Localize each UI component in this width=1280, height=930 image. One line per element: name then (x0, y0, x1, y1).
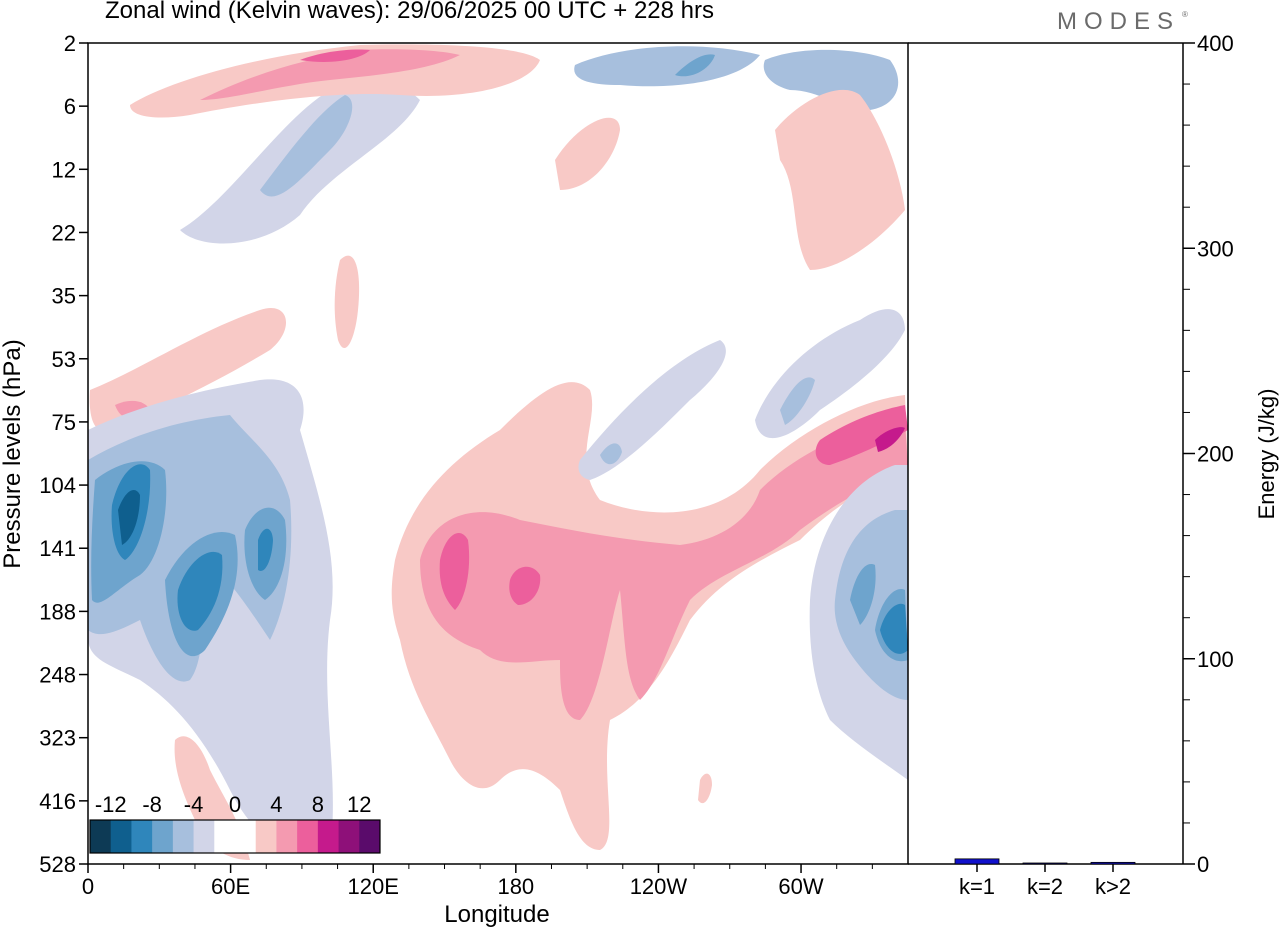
contour-pos-right-band (815, 405, 908, 465)
contour-pos-upper-band-2 (200, 49, 460, 100)
x-tick-label: 180 (497, 874, 534, 899)
contour-pos-right-upper (775, 89, 905, 271)
contour-pos-main-3 (439, 532, 470, 610)
colorbar-labels: -12 -8 -4 0 4 8 12 (95, 792, 372, 817)
x-tick-label: 120W (630, 874, 688, 899)
colorbar-swatch (276, 820, 298, 853)
y-tick-label: 22 (52, 220, 76, 245)
contour-neg-right-upper-2 (780, 377, 815, 425)
y-tick-label: 6 (64, 94, 76, 119)
contour-pos-lower-right-small (698, 773, 712, 804)
energy-tick-label: 300 (1197, 236, 1234, 261)
x-tick-label: 0 (82, 874, 94, 899)
energy-bar (1090, 861, 1136, 865)
contour-neg-right-mid-2 (600, 443, 622, 465)
y-tick-label: 141 (39, 536, 76, 561)
contour-neg-top-far-right (763, 49, 899, 110)
y-tick-label: 416 (39, 789, 76, 814)
colorbar-swatch (235, 820, 257, 853)
colorbar-swatch (90, 820, 112, 853)
contour-neg-core-4 (118, 490, 140, 545)
colorbar-swatch (152, 820, 174, 853)
contour-pos-mid-right (555, 117, 620, 190)
colorbar-label: -12 (95, 792, 127, 817)
y-tick-label: 528 (39, 852, 76, 877)
y-axis-label: Pressure levels (hPa) (0, 339, 26, 568)
x-axis-label: Longitude (444, 901, 549, 928)
colorbar-label: 8 (312, 792, 324, 817)
contour-neg-core-3 (258, 528, 273, 571)
contour-pos-mid-band (89, 308, 287, 431)
colorbar-swatch (172, 820, 195, 853)
x-tick-label: 120E (348, 874, 399, 899)
colorbar-label: -8 (142, 792, 162, 817)
energy-panel (908, 42, 1184, 865)
y-tick-label: 53 (52, 347, 76, 372)
contour-neg-right-lower-4 (880, 603, 908, 654)
contour-neg-core-2 (177, 551, 223, 631)
colorbar-swatch (131, 820, 153, 853)
colorbar-swatch (214, 820, 236, 853)
y-tick-label: 323 (39, 726, 76, 751)
energy-category-label: k>2 (1095, 874, 1131, 899)
y-tick-label: 2 (64, 31, 76, 56)
energy-tick-label: 200 (1197, 442, 1234, 467)
colorbar-swatch (338, 820, 360, 853)
colorbar-label: -4 (184, 792, 204, 817)
colorbar-swatch (255, 820, 277, 853)
brand-registered-mark: ® (1182, 10, 1188, 19)
energy-bar (1022, 862, 1068, 865)
contour-pos-upper-band-3 (300, 49, 370, 62)
x-tick-label: 60W (778, 874, 823, 899)
plot-frame (87, 42, 909, 865)
y-tick-label: 75 (52, 410, 76, 435)
colorbar-swatch (193, 820, 215, 853)
contour-pos-main-4 (509, 566, 541, 605)
colorbar-label: 12 (347, 792, 371, 817)
y-tick-label: 248 (39, 663, 76, 688)
energy-bars: k=1 k=2 k>2 (954, 858, 1136, 899)
energy-axis: 0 100 200 300 400 (1183, 31, 1234, 877)
pressure-axis: 2 6 12 22 35 53 75 104 141 188 248 323 416 528 (39, 31, 88, 877)
chart-title: Zonal wind (Kelvin waves): 29/06/2025 00… (105, 0, 714, 24)
colorbar-label: 4 (270, 792, 282, 817)
y-tick-label: 104 (39, 473, 76, 498)
brand-logo: MODES (1057, 8, 1181, 35)
contour-neg-top-right-2 (675, 54, 715, 77)
energy-axis-label: Energy (J/kg) (1254, 389, 1279, 520)
y-tick-label: 12 (52, 157, 76, 182)
contour-pos-isolated (334, 255, 360, 349)
energy-category-label: k=1 (959, 874, 995, 899)
energy-tick-label: 400 (1197, 31, 1234, 56)
colorbar-swatch (359, 820, 381, 853)
y-tick-label: 35 (52, 284, 76, 309)
contour-pos-right-core (875, 427, 905, 452)
colorbar-swatch (317, 820, 340, 853)
longitude-axis: 0 60E 120E 180 120W 60W (82, 864, 873, 899)
energy-tick-label: 0 (1197, 852, 1209, 877)
colorbar-label: 0 (229, 792, 241, 817)
colorbar-swatch (110, 820, 132, 853)
colorbar-swatch (297, 820, 319, 853)
x-tick-label: 60E (211, 874, 250, 899)
contour-pos-main-2 (420, 420, 908, 720)
colorbar (89, 819, 381, 854)
energy-bar (954, 858, 1000, 865)
energy-category-label: k=2 (1027, 874, 1063, 899)
contour-neg-upper-band-2 (260, 95, 353, 197)
energy-tick-label: 100 (1197, 647, 1234, 672)
colorbar-frame (89, 819, 381, 854)
contour-field (88, 43, 908, 864)
y-tick-label: 188 (39, 599, 76, 624)
